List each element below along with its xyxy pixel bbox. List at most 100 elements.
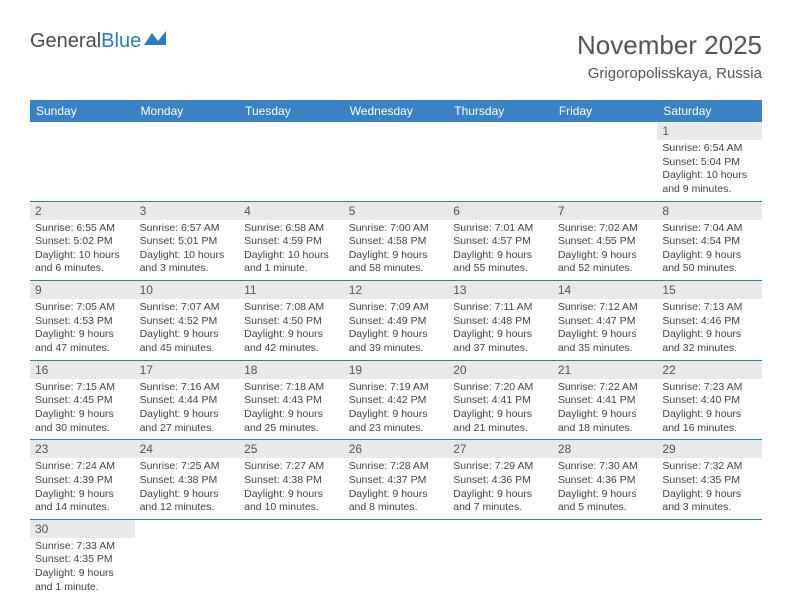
location: Grigoropolisskaya, Russia — [577, 65, 762, 82]
day-details: Sunrise: 7:01 AMSunset: 4:57 PMDaylight:… — [448, 220, 553, 281]
calendar-row: 9Sunrise: 7:05 AMSunset: 4:53 PMDaylight… — [30, 281, 762, 361]
sunset-text: Sunset: 4:44 PM — [140, 394, 235, 408]
calendar-cell: 18Sunrise: 7:18 AMSunset: 4:43 PMDayligh… — [239, 360, 344, 440]
day-details: Sunrise: 7:08 AMSunset: 4:50 PMDaylight:… — [239, 299, 344, 360]
day-details: Sunrise: 6:57 AMSunset: 5:01 PMDaylight:… — [135, 220, 240, 281]
day-details: Sunrise: 7:27 AMSunset: 4:38 PMDaylight:… — [239, 458, 344, 519]
calendar-cell: 10Sunrise: 7:07 AMSunset: 4:52 PMDayligh… — [135, 281, 240, 361]
daylight-text: Daylight: 9 hours and 1 minute. — [35, 567, 130, 594]
weekday-header: Monday — [135, 100, 240, 122]
day-number: 12 — [344, 281, 449, 299]
calendar-row: 16Sunrise: 7:15 AMSunset: 4:45 PMDayligh… — [30, 360, 762, 440]
day-number: 29 — [657, 440, 762, 458]
sunrise-text: Sunrise: 7:13 AM — [662, 301, 757, 315]
calendar-cell: 22Sunrise: 7:23 AMSunset: 4:40 PMDayligh… — [657, 360, 762, 440]
day-details: Sunrise: 7:22 AMSunset: 4:41 PMDaylight:… — [553, 379, 658, 440]
sunrise-text: Sunrise: 7:20 AM — [453, 381, 548, 395]
day-number: 4 — [239, 202, 344, 220]
day-details: Sunrise: 6:54 AMSunset: 5:04 PMDaylight:… — [657, 140, 762, 201]
daylight-text: Daylight: 9 hours and 3 minutes. — [662, 488, 757, 515]
sunset-text: Sunset: 4:48 PM — [453, 315, 548, 329]
sunset-text: Sunset: 5:04 PM — [662, 156, 757, 170]
daylight-text: Daylight: 9 hours and 21 minutes. — [453, 408, 548, 435]
calendar-cell — [344, 122, 449, 201]
daylight-text: Daylight: 9 hours and 30 minutes. — [35, 408, 130, 435]
day-number: 26 — [344, 440, 449, 458]
calendar-cell: 21Sunrise: 7:22 AMSunset: 4:41 PMDayligh… — [553, 360, 658, 440]
day-details: Sunrise: 7:15 AMSunset: 4:45 PMDaylight:… — [30, 379, 135, 440]
sunrise-text: Sunrise: 7:08 AM — [244, 301, 339, 315]
day-details: Sunrise: 7:28 AMSunset: 4:37 PMDaylight:… — [344, 458, 449, 519]
daylight-text: Daylight: 9 hours and 5 minutes. — [558, 488, 653, 515]
calendar-cell — [239, 519, 344, 598]
daylight-text: Daylight: 9 hours and 16 minutes. — [662, 408, 757, 435]
weekday-header: Thursday — [448, 100, 553, 122]
day-number: 18 — [239, 361, 344, 379]
calendar-cell: 3Sunrise: 6:57 AMSunset: 5:01 PMDaylight… — [135, 201, 240, 281]
daylight-text: Daylight: 9 hours and 25 minutes. — [244, 408, 339, 435]
sunset-text: Sunset: 4:42 PM — [349, 394, 444, 408]
day-number: 22 — [657, 361, 762, 379]
sunset-text: Sunset: 4:43 PM — [244, 394, 339, 408]
day-details: Sunrise: 7:33 AMSunset: 4:35 PMDaylight:… — [30, 538, 135, 599]
day-details: Sunrise: 7:07 AMSunset: 4:52 PMDaylight:… — [135, 299, 240, 360]
sunrise-text: Sunrise: 7:12 AM — [558, 301, 653, 315]
day-number: 25 — [239, 440, 344, 458]
day-details: Sunrise: 7:25 AMSunset: 4:38 PMDaylight:… — [135, 458, 240, 519]
daylight-text: Daylight: 9 hours and 45 minutes. — [140, 328, 235, 355]
sunrise-text: Sunrise: 7:09 AM — [349, 301, 444, 315]
calendar-cell: 2Sunrise: 6:55 AMSunset: 5:02 PMDaylight… — [30, 201, 135, 281]
daylight-text: Daylight: 9 hours and 32 minutes. — [662, 328, 757, 355]
daylight-text: Daylight: 9 hours and 52 minutes. — [558, 249, 653, 276]
sunrise-text: Sunrise: 6:54 AM — [662, 142, 757, 156]
day-number: 6 — [448, 202, 553, 220]
day-number: 21 — [553, 361, 658, 379]
day-details: Sunrise: 7:24 AMSunset: 4:39 PMDaylight:… — [30, 458, 135, 519]
sunset-text: Sunset: 4:41 PM — [453, 394, 548, 408]
daylight-text: Daylight: 9 hours and 47 minutes. — [35, 328, 130, 355]
calendar-cell: 24Sunrise: 7:25 AMSunset: 4:38 PMDayligh… — [135, 440, 240, 520]
sunset-text: Sunset: 4:54 PM — [662, 235, 757, 249]
day-number: 17 — [135, 361, 240, 379]
calendar-cell: 30Sunrise: 7:33 AMSunset: 4:35 PMDayligh… — [30, 519, 135, 598]
sunset-text: Sunset: 4:52 PM — [140, 315, 235, 329]
sunrise-text: Sunrise: 7:05 AM — [35, 301, 130, 315]
day-number: 7 — [553, 202, 658, 220]
day-number: 28 — [553, 440, 658, 458]
calendar-cell: 27Sunrise: 7:29 AMSunset: 4:36 PMDayligh… — [448, 440, 553, 520]
daylight-text: Daylight: 9 hours and 27 minutes. — [140, 408, 235, 435]
daylight-text: Daylight: 9 hours and 14 minutes. — [35, 488, 130, 515]
daylight-text: Daylight: 10 hours and 3 minutes. — [140, 249, 235, 276]
calendar-cell: 26Sunrise: 7:28 AMSunset: 4:37 PMDayligh… — [344, 440, 449, 520]
sunrise-text: Sunrise: 7:22 AM — [558, 381, 653, 395]
sunset-text: Sunset: 4:53 PM — [35, 315, 130, 329]
title-block: November 2025 Grigoropolisskaya, Russia — [577, 30, 762, 82]
day-number: 19 — [344, 361, 449, 379]
sunrise-text: Sunrise: 7:16 AM — [140, 381, 235, 395]
day-details: Sunrise: 7:23 AMSunset: 4:40 PMDaylight:… — [657, 379, 762, 440]
sunset-text: Sunset: 4:41 PM — [558, 394, 653, 408]
day-number: 16 — [30, 361, 135, 379]
calendar-cell: 28Sunrise: 7:30 AMSunset: 4:36 PMDayligh… — [553, 440, 658, 520]
sunrise-text: Sunrise: 7:07 AM — [140, 301, 235, 315]
sunrise-text: Sunrise: 7:15 AM — [35, 381, 130, 395]
day-number: 1 — [657, 122, 762, 140]
weekday-header: Tuesday — [239, 100, 344, 122]
logo-text-1: General — [30, 30, 101, 53]
day-details: Sunrise: 7:20 AMSunset: 4:41 PMDaylight:… — [448, 379, 553, 440]
day-number: 30 — [30, 520, 135, 538]
daylight-text: Daylight: 9 hours and 7 minutes. — [453, 488, 548, 515]
calendar-cell — [135, 122, 240, 201]
calendar-cell: 15Sunrise: 7:13 AMSunset: 4:46 PMDayligh… — [657, 281, 762, 361]
weekday-header: Sunday — [30, 100, 135, 122]
calendar-cell — [344, 519, 449, 598]
sunset-text: Sunset: 4:46 PM — [662, 315, 757, 329]
calendar-cell: 23Sunrise: 7:24 AMSunset: 4:39 PMDayligh… — [30, 440, 135, 520]
calendar-row: 2Sunrise: 6:55 AMSunset: 5:02 PMDaylight… — [30, 201, 762, 281]
daylight-text: Daylight: 10 hours and 1 minute. — [244, 249, 339, 276]
month-title: November 2025 — [577, 30, 762, 61]
calendar-cell: 6Sunrise: 7:01 AMSunset: 4:57 PMDaylight… — [448, 201, 553, 281]
sunset-text: Sunset: 4:38 PM — [140, 474, 235, 488]
calendar-cell — [30, 122, 135, 201]
sunrise-text: Sunrise: 7:04 AM — [662, 222, 757, 236]
